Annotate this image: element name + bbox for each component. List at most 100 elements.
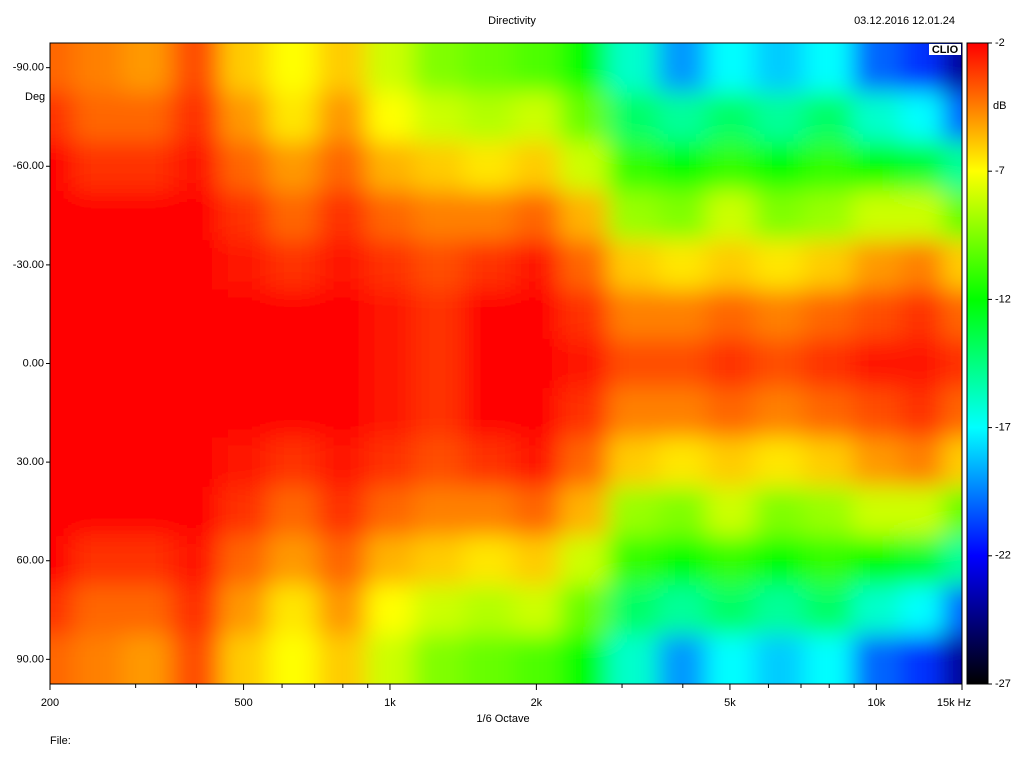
heatmap-cell (413, 43, 464, 93)
heatmap-cell (899, 634, 944, 684)
heatmap-cell (121, 634, 172, 684)
heatmap-cell (73, 289, 123, 340)
heatmap-cell (121, 240, 172, 291)
heatmap-cell (512, 92, 561, 143)
heatmap-cell (219, 585, 269, 636)
heatmap-cell (267, 486, 319, 537)
heatmap-cell (50, 486, 75, 537)
heatmap-cell (803, 437, 854, 488)
heatmap-cell (73, 43, 123, 93)
heatmap-cell (754, 92, 805, 143)
heatmap-cell (413, 634, 464, 684)
colorbar-tick-label: -17 (995, 422, 1011, 434)
heatmap-cell (413, 289, 464, 340)
heatmap-cell (171, 437, 221, 488)
heatmap-cell (754, 240, 805, 291)
heatmap-cell (706, 141, 755, 192)
heatmap-cell (121, 536, 172, 586)
heatmap-cell (852, 634, 901, 684)
heatmap-cell (852, 437, 901, 488)
heatmap-cell (657, 338, 707, 389)
heatmap-cell (219, 338, 269, 389)
heatmap-cell (267, 437, 319, 488)
heatmap-cell (171, 388, 221, 438)
heatmap-cell (899, 585, 944, 636)
heatmap-cell (899, 141, 944, 192)
heatmap-cell (607, 141, 659, 192)
y-tick-label: 0.00 (23, 357, 44, 369)
heatmap-cell (512, 338, 561, 389)
heatmap-cell (942, 437, 962, 488)
heatmap-cell (803, 240, 854, 291)
heatmap-cell (413, 190, 464, 241)
heatmap-cell (706, 289, 755, 340)
heatmap-cell (754, 634, 805, 684)
heatmap-cell (317, 437, 367, 488)
heatmap-cell (317, 486, 367, 537)
heatmap-cell (121, 388, 172, 438)
heatmap-cell (219, 388, 269, 438)
logo-box (929, 44, 961, 55)
heatmap-cell (559, 289, 609, 340)
heatmap-cell (317, 92, 367, 143)
heatmap-cell (657, 240, 707, 291)
heatmap-cell (657, 634, 707, 684)
heatmap-cell (657, 437, 707, 488)
heatmap-cell (512, 486, 561, 537)
heatmap-cell (607, 43, 659, 93)
heatmap-cell (803, 338, 854, 389)
colorbar (966, 42, 989, 685)
heatmap-cell (803, 634, 854, 684)
heatmap-cell (317, 536, 367, 586)
heatmap-cell (121, 338, 172, 389)
heatmap-cell (267, 92, 319, 143)
heatmap-cell (852, 92, 901, 143)
heatmap-cell (366, 536, 415, 586)
heatmap-cell (463, 536, 514, 586)
heatmap-cell (171, 43, 221, 93)
colorbar-label: dB (993, 100, 1006, 112)
heatmap-cell (267, 634, 319, 684)
y-tick-label: -30.00 (13, 259, 44, 271)
heatmap-cell (512, 43, 561, 93)
heatmap-cell (706, 92, 755, 143)
heatmap-cell (121, 43, 172, 93)
heatmap-cell (942, 536, 962, 586)
heatmap-cell (706, 190, 755, 241)
heatmap-cell (413, 536, 464, 586)
heatmap-cell (413, 338, 464, 389)
heatmap-cell (463, 92, 514, 143)
heatmap-cell (121, 141, 172, 192)
heatmap-cell (899, 240, 944, 291)
heatmap-cell (512, 634, 561, 684)
heatmap-cell (899, 92, 944, 143)
heatmap-cell (559, 43, 609, 93)
heatmap-cell (942, 190, 962, 241)
heatmap-cell (463, 437, 514, 488)
heatmap-cell (317, 634, 367, 684)
heatmap-cell (852, 240, 901, 291)
heatmap-cell (73, 486, 123, 537)
heatmap-cell (512, 141, 561, 192)
heatmap-cell (852, 190, 901, 241)
heatmap-cell (267, 536, 319, 586)
heatmap-cell (512, 289, 561, 340)
heatmap-cell (706, 388, 755, 438)
heatmap-cell (706, 585, 755, 636)
heatmap-cell (942, 141, 962, 192)
heatmap-cell (463, 289, 514, 340)
heatmap-cell (463, 43, 514, 93)
heatmap-cell (754, 536, 805, 586)
heatmap-cell (512, 585, 561, 636)
colorbar-tick-label: -7 (995, 165, 1005, 177)
heatmap-cell (219, 634, 269, 684)
x-tick-label: 500 (234, 697, 252, 709)
heatmap-cell (171, 486, 221, 537)
heatmap-cell (899, 289, 944, 340)
heatmap-cell (803, 92, 854, 143)
heatmap-cell (317, 190, 367, 241)
heatmap-cell (50, 43, 75, 93)
heatmap-cell (942, 43, 962, 93)
heatmap-cell (706, 536, 755, 586)
heatmap-cell (607, 486, 659, 537)
